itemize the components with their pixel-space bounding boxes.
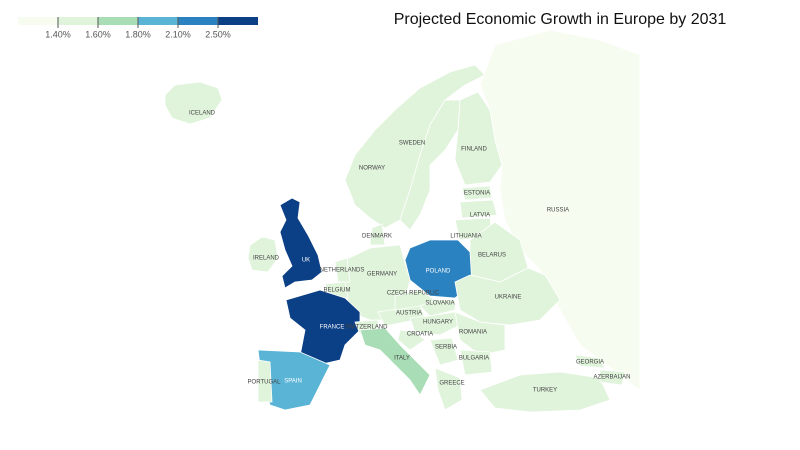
country [369, 223, 386, 246]
legend-tick-label: 2.50% [205, 29, 231, 39]
legend-swatch [18, 17, 58, 25]
country-label: DENMARK [362, 234, 392, 240]
legend-swatch [138, 17, 178, 25]
country-label: FRANCE [320, 325, 345, 331]
country [461, 185, 493, 201]
country [599, 369, 626, 386]
country-label: AUSTRIA [396, 311, 422, 317]
country-label: ESTONIA [464, 191, 490, 197]
country [429, 337, 459, 366]
country-label: BULGARIA [459, 356, 489, 362]
country [434, 367, 463, 411]
legend-swatch [178, 17, 218, 25]
legend-swatch [218, 17, 258, 25]
country [479, 371, 611, 413]
country [334, 257, 351, 283]
country-label: BELARUS [478, 253, 506, 259]
country-label: CZECH REPUBLIC [387, 291, 440, 297]
country-label: ROMANIA [459, 330, 487, 336]
country-label: GREECE [439, 381, 464, 387]
country [574, 354, 606, 369]
country [459, 349, 493, 376]
country-label: PORTUGAL [248, 380, 282, 386]
country [454, 91, 503, 186]
country-label: GEORGIA [576, 360, 604, 366]
legend-swatch [58, 17, 98, 25]
country-label: SWEDEN [399, 141, 425, 147]
country-label: AZERBAIJAN [593, 375, 630, 381]
legend-tick-label: 1.40% [45, 29, 71, 39]
country-label: GERMANY [367, 272, 397, 278]
country-label: FINLAND [461, 147, 487, 153]
country-label: SPAIN [284, 379, 302, 385]
country [479, 29, 641, 391]
country-label: SWITZERLAND [344, 325, 388, 331]
country [397, 329, 426, 351]
legend-tick-label: 1.60% [85, 29, 111, 39]
country-label: ITALY [394, 356, 410, 362]
country-label: BELGIUM [323, 288, 350, 294]
country [359, 327, 431, 396]
country-label: POLAND [426, 269, 451, 275]
country-label: SERBIA [435, 345, 457, 351]
country-label: CROATIA [407, 332, 433, 338]
country-label: SLOVAKIA [425, 301, 454, 307]
country [164, 81, 223, 125]
country-label: ICELAND [189, 111, 216, 117]
country-label: LATVIA [470, 213, 490, 219]
country [257, 359, 273, 403]
country-label: NORWAY [359, 166, 385, 172]
legend-tick-label: 1.80% [125, 29, 151, 39]
country-label: LITHUANIA [450, 234, 481, 240]
country-label: NETHERLANDS [320, 268, 365, 274]
legend-swatch [98, 17, 138, 25]
country [454, 311, 506, 356]
country [285, 289, 361, 366]
country-label: HUNGARY [423, 320, 453, 326]
country [454, 267, 561, 326]
country [279, 197, 323, 289]
country-label: IRELAND [253, 256, 280, 262]
map-title: Projected Economic Growth in Europe by 2… [394, 11, 727, 28]
country [247, 236, 279, 273]
country-label: RUSSIA [547, 208, 569, 214]
legend-tick-label: 2.10% [165, 29, 191, 39]
country-label: TURKEY [533, 388, 557, 394]
country-label: UKRAINE [495, 295, 522, 301]
country [459, 199, 498, 219]
country-label: UK [302, 258, 310, 264]
country [419, 299, 456, 317]
